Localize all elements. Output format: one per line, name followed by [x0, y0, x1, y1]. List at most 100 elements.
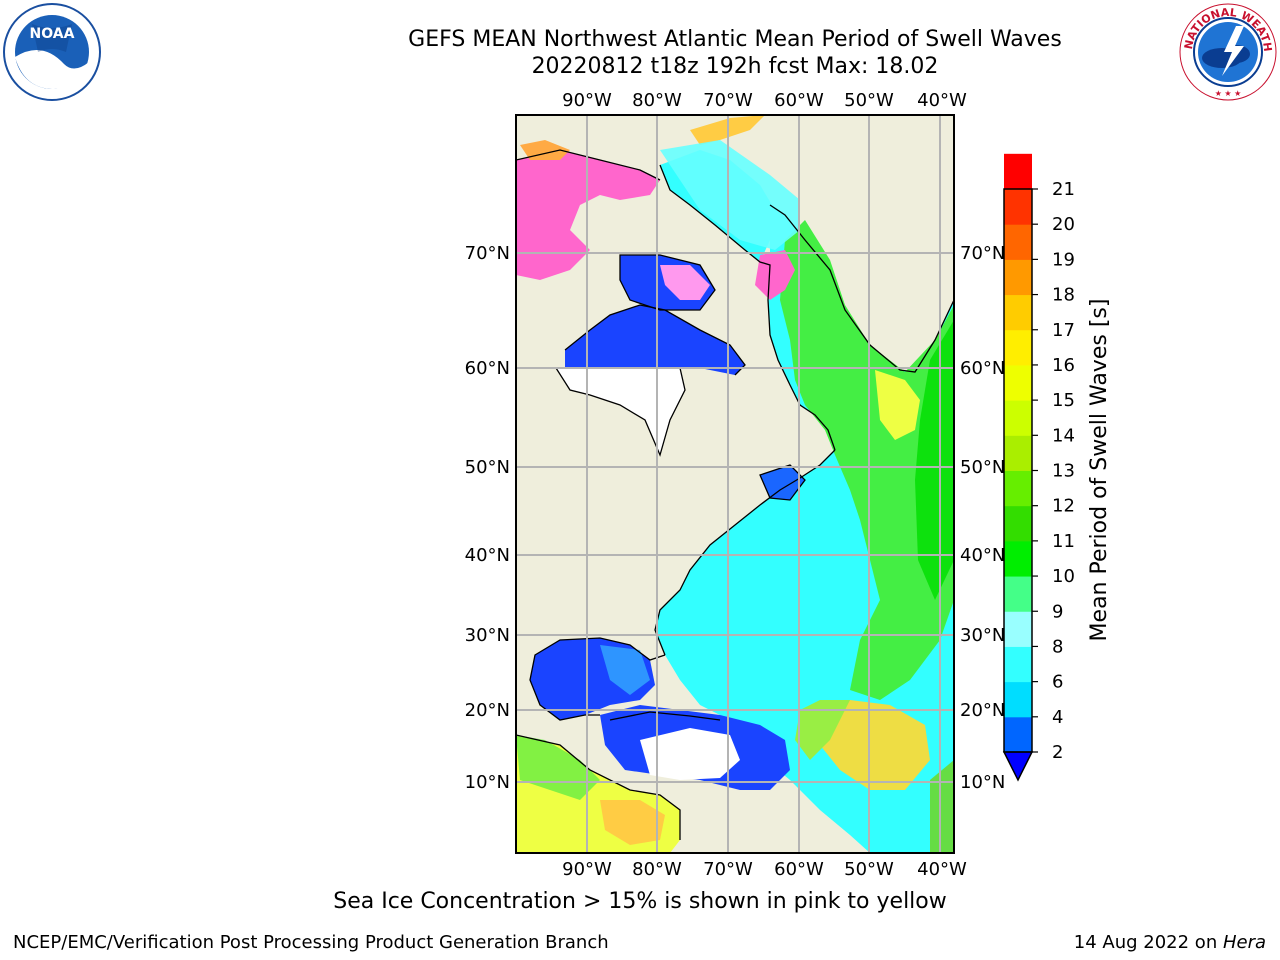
- colorbar-tick-label: 12: [1052, 496, 1075, 517]
- lon-label: 70°W: [703, 859, 753, 880]
- colorbar-segment: [1004, 364, 1032, 401]
- lon-label: 90°W: [562, 90, 612, 111]
- date-text: 14 Aug 2022 on: [1073, 932, 1223, 953]
- colorbar-tick-label: 20: [1052, 214, 1075, 235]
- lon-label: 50°W: [844, 90, 894, 111]
- lon-label: 50°W: [844, 859, 894, 880]
- swell-zone-yellow-north: [875, 370, 920, 440]
- colorbar-segment: [1004, 505, 1032, 542]
- sea-ice-caption: Sea Ice Concentration > 15% is shown in …: [333, 889, 947, 914]
- colorbar-segment: [1004, 576, 1032, 612]
- colorbar-label: Mean Period of Swell Waves [s]: [1087, 299, 1112, 642]
- lat-label: 50°N: [960, 457, 1005, 478]
- south-america-field-orange: [600, 800, 665, 845]
- colorbar-tick-label: 10: [1052, 566, 1075, 587]
- colorbar-segment: [1004, 329, 1032, 366]
- hudson-bay: [565, 305, 745, 375]
- svg-text:★ ★ ★: ★ ★ ★: [1215, 89, 1242, 98]
- gridlines: [516, 115, 954, 853]
- sea-ice-orange-west: [520, 140, 570, 160]
- lon-label: 60°W: [774, 90, 824, 111]
- map-field: [516, 115, 954, 853]
- colorbar-tick-label: 9: [1052, 601, 1063, 622]
- colorbar-segment: [1004, 435, 1032, 471]
- noaa-logo-text: NOAA: [30, 26, 75, 42]
- lon-labels-top: 90°W 80°W 70°W 60°W 50°W 40°W: [562, 90, 967, 111]
- lat-label: 20°N: [960, 700, 1005, 721]
- host-name: Hera: [1222, 932, 1266, 953]
- lon-label: 60°W: [774, 859, 824, 880]
- colorbar-tick-label: 18: [1052, 285, 1075, 306]
- colorbar-segment: [1004, 189, 1032, 225]
- title-line-2: 20220812 t18z 192h fcst Max: 18.02: [531, 54, 939, 79]
- lat-label: 70°N: [960, 243, 1005, 264]
- colorbar-segment: [1004, 716, 1032, 753]
- sea-ice-arctic: [516, 150, 660, 280]
- lat-label: 50°N: [465, 457, 510, 478]
- colorbar-tick-label: 6: [1052, 672, 1063, 693]
- baffin-light: [660, 140, 800, 250]
- lon-label: 80°W: [632, 90, 682, 111]
- colorbar-segment: [1004, 294, 1032, 331]
- colorbar-segment: [1004, 540, 1032, 577]
- swell-zone-green-east: [930, 760, 954, 853]
- date-line: 14 Aug 2022 on Hera: [1074, 932, 1266, 953]
- swell-zone-green-south: [795, 700, 850, 760]
- lon-label: 70°W: [703, 90, 753, 111]
- colorbar-tick-label: 16: [1052, 355, 1075, 376]
- colorbar-tick-label: 11: [1052, 531, 1075, 552]
- lat-label: 30°N: [960, 625, 1005, 646]
- map-frame: [515, 114, 955, 854]
- gulf-of-mexico-edge: [600, 645, 650, 695]
- swell-zone-green-2: [915, 320, 954, 600]
- lat-label: 10°N: [960, 772, 1005, 793]
- colorbar-segment: [1004, 153, 1032, 190]
- colorbar-tick-label: 15: [1052, 390, 1075, 411]
- colorbar-tick-label: 21: [1052, 179, 1075, 200]
- lat-label: 70°N: [465, 243, 510, 264]
- noaa-logo: NOAA: [3, 3, 101, 101]
- lat-label: 60°N: [960, 358, 1005, 379]
- south-america-field-green: [516, 735, 600, 800]
- lat-label: 30°N: [465, 625, 510, 646]
- gulf-st-lawrence: [760, 465, 805, 500]
- lon-label: 40°W: [917, 90, 967, 111]
- title-line-1: GEFS MEAN Northwest Atlantic Mean Period…: [408, 27, 1062, 52]
- nws-logo: NATIONAL WEATHER SERVICE ★ ★ ★: [1178, 2, 1277, 101]
- lat-labels-right: 70°N 60°N 50°N 40°N 30°N 20°N 10°N: [960, 243, 1005, 793]
- colorbar-tick-label: 2: [1052, 742, 1063, 763]
- colorbar-tick-label: 13: [1052, 461, 1075, 482]
- colorbar-segment: [1004, 470, 1032, 507]
- credit-line: NCEP/EMC/Verification Post Processing Pr…: [13, 932, 609, 953]
- lat-label: 20°N: [465, 700, 510, 721]
- coastlines: [516, 149, 954, 840]
- sea-ice-baffin: [755, 250, 795, 300]
- colorbar-tick-label: 14: [1052, 425, 1075, 446]
- colorbar-segment: [1004, 400, 1032, 436]
- lon-labels-bottom: 90°W 80°W 70°W 60°W 50°W 40°W: [562, 859, 967, 880]
- colorbar-tick-label: 19: [1052, 249, 1075, 270]
- lat-label: 40°N: [465, 545, 510, 566]
- caribbean-no-data: [640, 728, 740, 780]
- colorbar: 2 4 6 8 9 10 11 12 13 14 15 16 17 18 19 20 21: [1002, 153, 1075, 782]
- swell-zone-yellow-south: [820, 700, 930, 790]
- hudson-no-data: [556, 368, 685, 455]
- lat-label: 60°N: [465, 358, 510, 379]
- colorbar-tick-label: 8: [1052, 636, 1063, 657]
- lat-label: 10°N: [465, 772, 510, 793]
- lon-label: 90°W: [562, 859, 612, 880]
- colorbar-segment: [1004, 611, 1032, 647]
- sea-ice-arctic-2: [660, 265, 710, 300]
- swell-zone-green: [780, 220, 954, 700]
- colorbar-segment: [1004, 646, 1032, 683]
- colorbar-segment: [1004, 259, 1032, 296]
- lat-label: 40°N: [960, 545, 1005, 566]
- lat-labels-left: 70°N 60°N 50°N 40°N 30°N 20°N 10°N: [465, 243, 510, 793]
- colorbar-segment: [1004, 681, 1032, 718]
- plot-title: GEFS MEAN Northwest Atlantic Mean Period…: [300, 26, 1170, 80]
- colorbar-extend-arrow: [1002, 751, 1034, 782]
- lon-label: 80°W: [632, 859, 682, 880]
- colorbar-segment: [1004, 224, 1032, 260]
- colorbar-tick-label: 17: [1052, 320, 1075, 341]
